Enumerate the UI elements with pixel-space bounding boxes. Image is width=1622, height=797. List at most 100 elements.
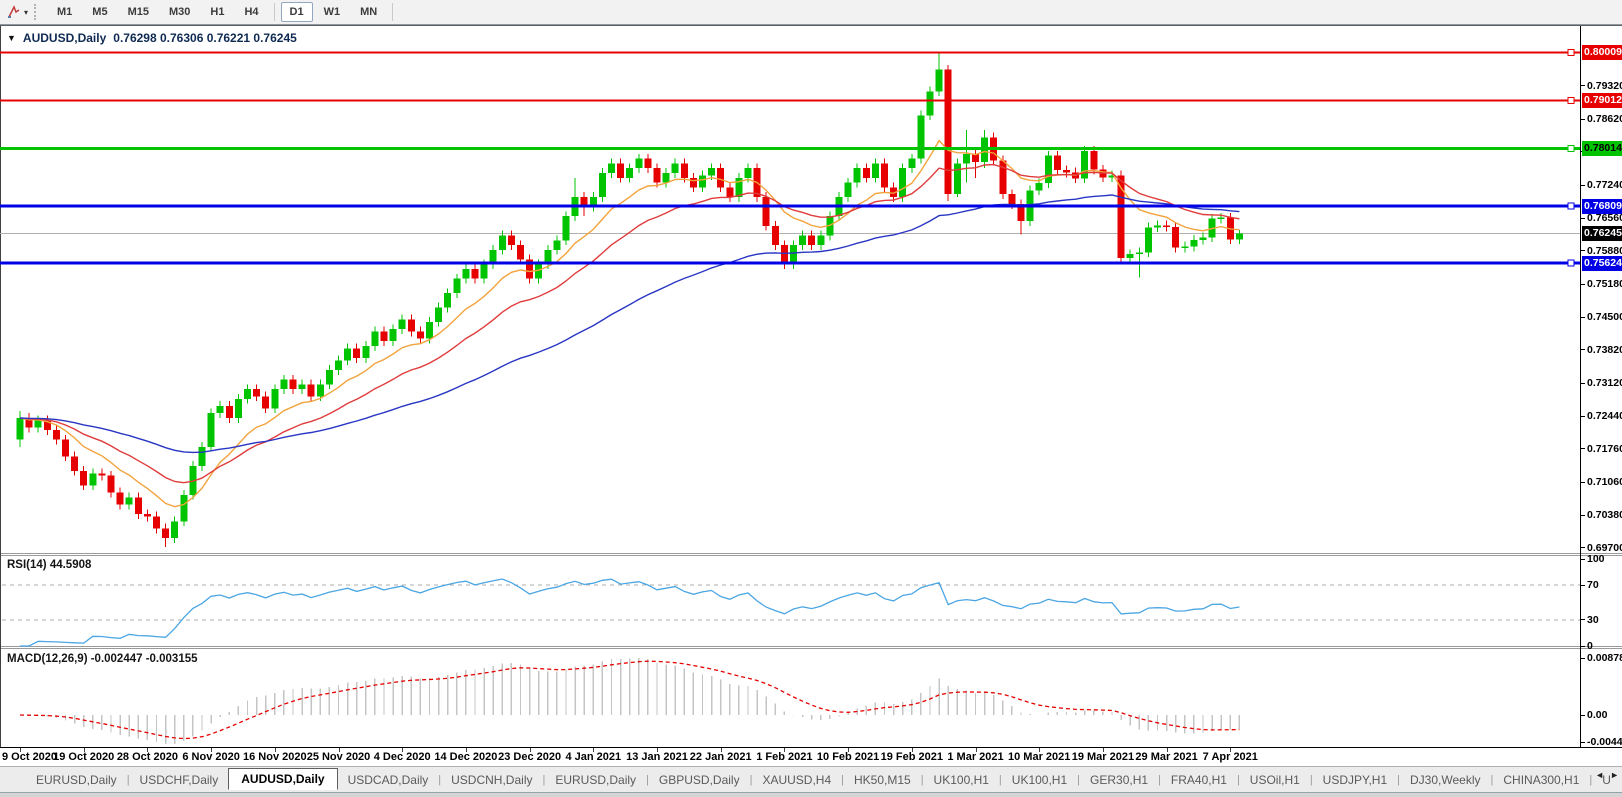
date-tick <box>529 748 531 752</box>
tab-separator: | <box>1158 773 1161 786</box>
chart-tab-dj30-weekly[interactable]: DJ30,Weekly <box>1410 772 1481 787</box>
tab-scroll-left-icon[interactable]: ◄ <box>1595 770 1605 780</box>
chart-tab-xauusd-h4[interactable]: XAUUSD,H4 <box>762 772 832 787</box>
price-axis-tick <box>1580 118 1585 120</box>
date-tick <box>83 748 85 752</box>
timeframe-button-m1[interactable]: M1 <box>57 6 73 18</box>
chart-tab-usdjpy-h1[interactable]: USDJPY,H1 <box>1322 772 1388 787</box>
tab-separator: | <box>1589 773 1593 786</box>
price-line-badge: 0.78014 <box>1582 140 1622 156</box>
date-label: 4 Jan 2021 <box>565 751 622 763</box>
chart-tab-audusd-daily[interactable]: AUDUSD,Daily <box>228 767 338 790</box>
chart-tab-china300-h1[interactable]: CHINA300,H1 <box>1503 772 1580 787</box>
timeframe-button-h1[interactable]: H1 <box>210 6 225 18</box>
timeframe-button-m30[interactable]: M30 <box>168 6 191 18</box>
horizontal-line[interactable] <box>0 48 1580 56</box>
tab-separator: | <box>749 773 753 786</box>
chart-canvas[interactable] <box>0 0 1622 766</box>
chart-tab-usdcad-daily[interactable]: USDCAD,Daily <box>347 772 429 787</box>
rsi-axis-tick <box>1580 558 1585 560</box>
price-axis-value: 0.71760 <box>1587 442 1622 455</box>
price-axis-tick <box>1580 85 1585 87</box>
date-label: 6 Nov 2020 <box>182 751 240 763</box>
date-tick <box>1166 748 1168 752</box>
tab-separator: | <box>542 773 546 786</box>
date-label: 10 Mar 2021 <box>1007 751 1071 763</box>
macd-axis-value: -0.004451 <box>1587 736 1622 748</box>
chart-tab-fra40-h1[interactable]: FRA40,H1 <box>1170 772 1227 787</box>
chart-tab-eurusd-daily[interactable]: EURUSD,Daily <box>555 772 637 787</box>
price-axis-tick <box>1580 316 1585 318</box>
chevron-down-icon[interactable]: ▾ <box>24 7 29 17</box>
timeframe-button-w1[interactable]: W1 <box>323 6 341 18</box>
ma-line-medium <box>19 163 1240 484</box>
horizontal-line[interactable] <box>0 259 1580 267</box>
chart-tab-usdchf-daily[interactable]: USDCHF,Daily <box>139 772 219 787</box>
tab-scroll-right-icon[interactable]: ► <box>1610 770 1619 780</box>
rsi-axis-tick <box>1580 619 1585 621</box>
rsi-axis-tick <box>1580 584 1585 586</box>
price-axis-value: 0.71060 <box>1587 476 1622 489</box>
rsi-label: RSI(14) 44.5908 <box>7 559 92 571</box>
tab-scroll-buttons: ◄ ► <box>1595 770 1619 780</box>
rsi-axis-value: 30 <box>1587 613 1599 626</box>
toolbar-grip[interactable] <box>34 4 40 20</box>
price-axis-value: 0.73120 <box>1587 377 1622 390</box>
tab-separator: | <box>126 773 130 786</box>
chart-title: ▼ AUDUSD,Daily 0.76298 0.76306 0.76221 0… <box>7 31 297 45</box>
macd-axis-tick <box>1580 741 1585 743</box>
price-axis-tick <box>1580 481 1585 483</box>
timeframe-button-h4[interactable]: H4 <box>244 6 259 18</box>
chart-tab-hk50-m15[interactable]: HK50,M15 <box>853 772 911 787</box>
date-tick <box>211 748 213 752</box>
price-axis-value: 0.78620 <box>1587 113 1622 126</box>
price-axis-tick <box>1580 217 1585 219</box>
chart-tab-ger30-h1[interactable]: GER30,H1 <box>1090 772 1149 787</box>
timeframe-button-mn[interactable]: MN <box>360 6 378 18</box>
horizontal-line[interactable] <box>0 144 1580 152</box>
collapse-icon[interactable]: ▼ <box>7 33 16 43</box>
line-handle <box>1567 259 1575 267</box>
date-label: 28 Oct 2020 <box>116 751 178 763</box>
tab-separator: | <box>1397 773 1401 786</box>
date-label: 1 Feb 2021 <box>756 751 813 763</box>
price-axis-value: 0.79320 <box>1587 79 1622 92</box>
chart-tab-usoil-h1[interactable]: USOil,H1 <box>1249 772 1300 787</box>
line-handle <box>1567 96 1575 104</box>
macd-histogram <box>28 658 1241 744</box>
date-tick <box>20 748 21 752</box>
date-label: 10 Feb 2021 <box>816 751 880 763</box>
chart-tab-gbpusd-daily[interactable]: GBPUSD,Daily <box>658 772 740 787</box>
timeframe-button-m5[interactable]: M5 <box>92 6 108 18</box>
date-label: 14 Dec 2020 <box>434 751 498 763</box>
chart-tab-uk100-h1[interactable]: UK100,H1 <box>933 772 989 787</box>
timeframe-button-m15[interactable]: M15 <box>127 6 149 18</box>
date-tick <box>657 748 658 752</box>
tab-separator: | <box>920 773 924 786</box>
timeframe-button-d1[interactable]: D1 <box>280 2 313 22</box>
rsi-axis-value: 70 <box>1587 579 1599 592</box>
date-label: 23 Dec 2020 <box>498 751 562 763</box>
chart-tab-usdcnh-daily[interactable]: USDCNH,Daily <box>451 772 533 787</box>
symbol-period-label: AUDUSD,Daily <box>22 31 107 45</box>
price-axis-tick <box>1580 448 1585 450</box>
date-tick <box>975 748 977 752</box>
tab-separator: | <box>1490 773 1494 786</box>
price-axis-tick <box>1580 349 1585 351</box>
rsi-axis-value: 0 <box>1587 640 1593 652</box>
timeframe-toolbar: ▾ M1 M5 M15 M30 H1 H4 D1 W1 MN <box>0 0 1622 25</box>
date-label: 19 Feb 2021 <box>880 751 943 763</box>
tab-separator: | <box>1077 773 1081 786</box>
date-tick <box>1039 748 1041 752</box>
horizontal-line[interactable] <box>0 96 1580 104</box>
horizontal-line[interactable] <box>0 202 1580 210</box>
date-tick <box>147 748 149 752</box>
price-axis-tick <box>1580 184 1585 186</box>
chart-cursor-icon[interactable] <box>4 3 24 21</box>
chart-tab-eurusd-daily[interactable]: EURUSD,Daily <box>36 772 117 787</box>
ohlc-quote-line: 0.76298 0.76306 0.76221 0.76245 <box>113 31 297 45</box>
date-tick <box>1102 748 1104 752</box>
chart-tab-u[interactable]: U <box>1602 772 1611 787</box>
chart-tab-uk100-h1[interactable]: UK100,H1 <box>1011 772 1068 787</box>
